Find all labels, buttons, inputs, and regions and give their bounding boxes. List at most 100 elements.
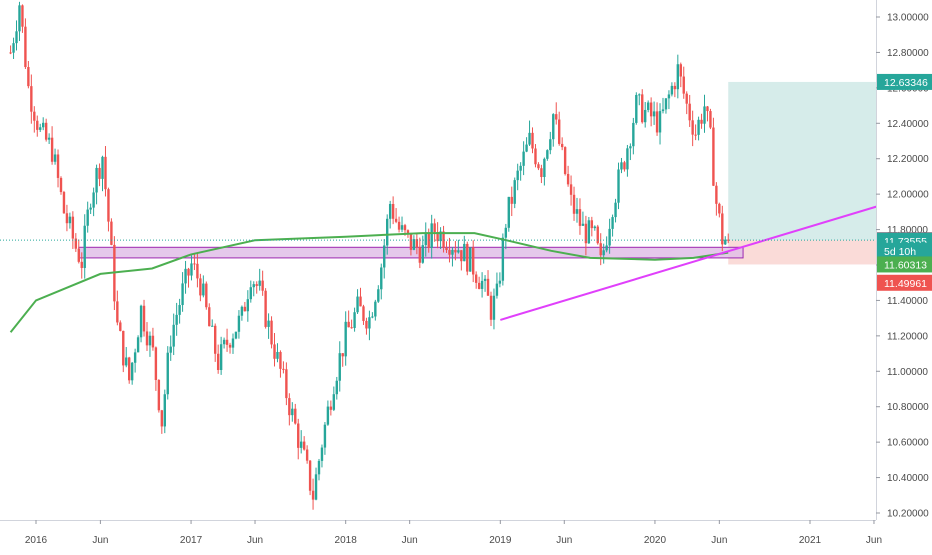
candle-body (519, 165, 522, 171)
candle-down (721, 205, 724, 252)
candle-up (326, 400, 330, 426)
candle-up (504, 223, 508, 250)
candle-up (635, 92, 638, 125)
candle-down (62, 190, 66, 214)
candle-body (415, 239, 419, 248)
candle-body (403, 225, 407, 231)
candle-body (36, 120, 39, 130)
candle-body (255, 284, 258, 286)
candle-body (169, 346, 172, 353)
candle-up (593, 225, 596, 231)
candle-up (676, 54, 680, 99)
candle-body (329, 406, 333, 410)
candle-body (638, 94, 641, 96)
candle-body (302, 441, 306, 450)
candle-up (495, 272, 499, 299)
candle-up (501, 233, 505, 286)
candle-body (448, 250, 451, 255)
time-tick-label: Jun (711, 535, 727, 546)
candle-body (724, 239, 727, 245)
candle-up (246, 290, 250, 322)
candle-body (163, 394, 166, 427)
candle-down (302, 436, 306, 451)
candle-up (552, 113, 555, 147)
candle-up (175, 302, 178, 336)
candle-down (454, 241, 457, 261)
candle-down (688, 94, 691, 127)
candle-up (86, 201, 89, 233)
candle-body (644, 109, 647, 123)
candle-up (400, 216, 404, 233)
candle-body (629, 146, 632, 149)
candle-body (47, 137, 51, 140)
price-label-text: 12.63346 (884, 77, 928, 89)
candle-down (77, 239, 80, 264)
price-tick-label: 11.80000 (887, 225, 928, 236)
candle-up (587, 217, 591, 244)
price-tick-label: 10.80000 (887, 402, 929, 413)
candle-up (424, 222, 427, 257)
candle-up (130, 361, 134, 385)
candle-down (391, 196, 395, 225)
candle-body (261, 280, 264, 291)
candle-body (566, 173, 570, 185)
candle-body (15, 31, 18, 44)
candle-up (181, 272, 184, 312)
candle-body (71, 216, 75, 239)
candle-body (338, 353, 341, 381)
candle-up (314, 467, 318, 501)
position-tool[interactable] (728, 81, 886, 265)
candle-down (56, 149, 60, 188)
candle-down (128, 356, 131, 384)
candle-body (291, 408, 294, 416)
candle-up (614, 198, 617, 223)
candle-down (285, 362, 288, 406)
candle-body (267, 320, 270, 327)
candle-up (646, 100, 650, 113)
candle-body (157, 379, 161, 411)
time-tick-label: Jun (247, 535, 263, 546)
trendline[interactable] (500, 202, 889, 321)
candle-down (569, 175, 573, 206)
candle-body (498, 280, 502, 284)
price-label-text: 11.49961 (884, 278, 927, 290)
candle-body (626, 148, 629, 170)
candle-body (611, 217, 614, 229)
candle-up (451, 247, 454, 267)
candle-body (712, 127, 715, 186)
candle-body (540, 168, 543, 177)
candle-body (365, 320, 368, 329)
candle-down (33, 106, 36, 133)
price-tick-label: 12.80000 (887, 48, 929, 59)
candle-down (59, 176, 63, 195)
candle-up (101, 155, 104, 192)
candle-body (658, 111, 662, 133)
time-tick-label: 2016 (25, 535, 48, 546)
candle-down (36, 115, 39, 137)
price-label: 12.63346 (877, 73, 932, 90)
candle-body (688, 103, 691, 121)
candle-body (394, 218, 398, 222)
price-label-box (877, 256, 932, 273)
candle-down (205, 281, 208, 310)
candle-up (211, 319, 214, 327)
candle-up (234, 331, 238, 340)
candle-body (252, 284, 255, 288)
candle-body (288, 398, 291, 416)
candle-up (92, 187, 95, 217)
candle-up (513, 177, 516, 209)
candle-up (492, 288, 496, 330)
candle-body (457, 250, 460, 253)
candle-down (157, 379, 161, 413)
candle-body (214, 325, 217, 354)
candle-body (308, 460, 312, 491)
candle-body (578, 209, 582, 226)
candle-down (65, 204, 69, 232)
candle-body (175, 314, 178, 325)
candle-up (18, 1, 21, 41)
candle-up (133, 348, 137, 373)
time-axis[interactable]: 2016 Jun 2017 Jun 2018 Jun 2019 Jun 2020 Jun 2021 J… (0, 520, 932, 550)
candle-body (442, 231, 445, 248)
